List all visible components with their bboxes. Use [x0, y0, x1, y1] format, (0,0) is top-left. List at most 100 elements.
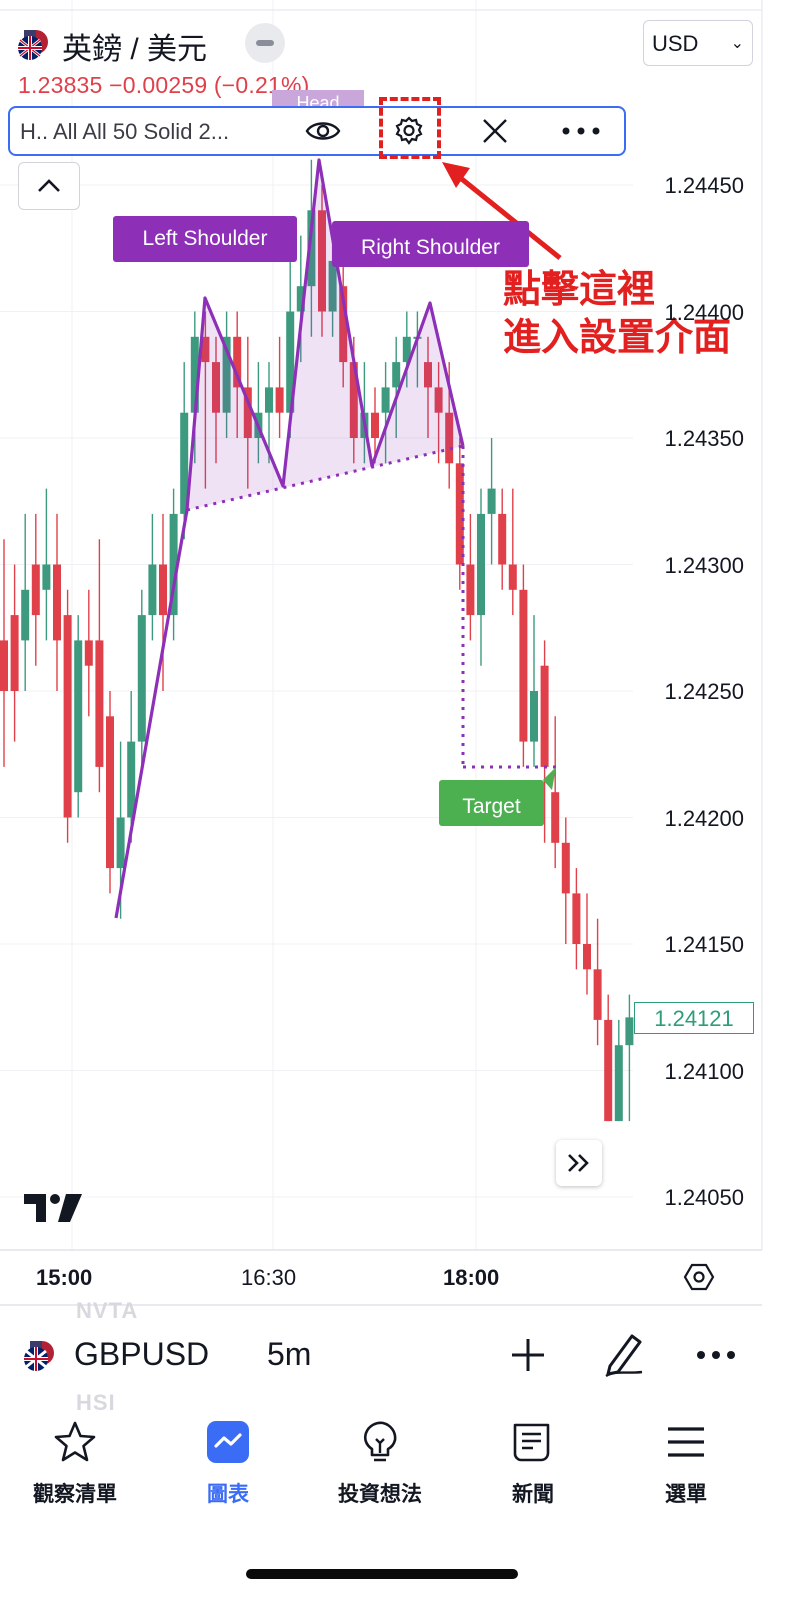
left-shoulder-label[interactable]: Left Shoulder [113, 216, 297, 262]
candle-body [53, 564, 61, 641]
candle-body [159, 564, 167, 616]
candle-body [455, 463, 464, 565]
add-button[interactable] [510, 1337, 546, 1378]
price-axis-label: 1.24250 [664, 679, 744, 704]
candle-body [95, 640, 104, 767]
candle-body [466, 564, 475, 616]
price-axis-label: 1.24150 [664, 932, 744, 957]
nav-menu[interactable]: 選單 [626, 1415, 746, 1515]
candle-body [212, 362, 220, 413]
chart-axes [0, 0, 763, 1306]
interval-button[interactable]: 5m [267, 1336, 312, 1372]
gear-icon [395, 116, 423, 145]
pair-title[interactable]: 英鎊 / 美元 [62, 33, 208, 66]
head-and-shoulders-pattern[interactable] [114, 158, 556, 919]
candle-body [604, 1019, 613, 1122]
settings-button[interactable] [379, 108, 439, 154]
gb-us-flag-icon [24, 1341, 54, 1371]
pen-icon [605, 1334, 643, 1378]
time-axis-label: 18:00 [443, 1265, 500, 1290]
drawing-tool-name[interactable]: H.. All All 50 Solid 2... [20, 119, 230, 144]
candle-body [84, 640, 93, 666]
scroll-to-realtime-button[interactable] [556, 1140, 602, 1186]
drawing-tools-button[interactable] [602, 1330, 644, 1383]
candle-body [127, 741, 136, 818]
last-price: 1.23835 [18, 72, 103, 98]
chart-settings-button[interactable] [683, 1261, 715, 1298]
lightbulb-icon [363, 1421, 397, 1462]
pattern-line [114, 158, 465, 919]
candle-body [0, 640, 8, 691]
more-options-button[interactable] [696, 1348, 736, 1366]
minimize-button[interactable] [245, 23, 285, 63]
candle-body [286, 311, 295, 413]
candle-body [487, 488, 496, 514]
more-dots-icon [562, 127, 600, 135]
candle-body [169, 513, 178, 616]
remove-drawing-button[interactable] [465, 108, 525, 154]
star-icon [54, 1421, 96, 1462]
candle-body [402, 336, 411, 363]
nav-watchlist[interactable]: 觀察清單 [15, 1415, 135, 1515]
more-dots-icon [697, 1351, 735, 1359]
candle-body [551, 792, 560, 843]
collapse-legend-button[interactable] [18, 162, 80, 210]
candle-body [498, 513, 507, 565]
price-axis-label: 1.24350 [664, 426, 744, 451]
candle-body [180, 412, 189, 514]
pattern-fill [187, 160, 463, 510]
candle-body [42, 564, 51, 590]
symbol-button[interactable]: GBPUSD [74, 1336, 210, 1372]
price-axis-label: 1.24100 [664, 1059, 744, 1084]
candle-body [540, 665, 549, 767]
price-axis-label: 1.24450 [664, 173, 744, 198]
price-axis-label: 1.24400 [664, 300, 744, 325]
candle-body [508, 564, 517, 590]
candle-body [243, 387, 252, 438]
ghost-watchlist-item: NVTA [76, 1298, 139, 1323]
hexagon-settings-icon [683, 1263, 715, 1291]
candle-body [381, 387, 390, 413]
target-label[interactable]: Target [439, 780, 544, 826]
candle-body [318, 210, 326, 312]
menu-icon [668, 1427, 704, 1457]
drawing-toolbar: H.. All All 50 Solid 2... [8, 106, 626, 156]
chart-icon [207, 1421, 249, 1463]
nav-news[interactable]: 新聞 [473, 1415, 593, 1515]
candle-body [349, 362, 358, 438]
candle-body [148, 564, 157, 616]
candle-body [233, 336, 242, 388]
visibility-button[interactable] [293, 108, 353, 154]
candle-body [339, 286, 348, 363]
candlesticks [0, 159, 634, 1122]
nav-ideas[interactable]: 投資想法 [320, 1415, 440, 1515]
candle-body [477, 513, 485, 616]
arrow-shaft [456, 174, 562, 260]
annotation-line-1: 點擊這裡 [503, 269, 656, 311]
close-icon [483, 119, 507, 143]
home-indicator [246, 1569, 518, 1579]
candle-body [583, 944, 591, 970]
right-shoulder-label[interactable]: Right Shoulder [332, 221, 529, 267]
candle-body [328, 260, 337, 312]
double-chevron-right-icon [568, 1154, 589, 1172]
nav-label: 觀察清單 [33, 1483, 117, 1506]
nav-chart[interactable]: 圖表 [168, 1415, 288, 1515]
chart-grid [0, 0, 633, 1250]
candle-body [265, 387, 273, 413]
candle-body [275, 387, 284, 413]
chevron-down-icon: ⌄ [730, 35, 744, 52]
candle-body [625, 1017, 634, 1046]
price-axis-label: 1.24050 [664, 1185, 744, 1210]
time-axis-label: 16:30 [241, 1265, 297, 1290]
candle-body [116, 817, 125, 869]
nav-label: 圖表 [207, 1483, 249, 1506]
time-axis-label: 15:00 [36, 1265, 93, 1290]
ghost-watchlist-item: HSI [76, 1390, 116, 1415]
candle-body [593, 969, 602, 1020]
nav-label: 投資想法 [338, 1483, 422, 1506]
candle-body [31, 564, 40, 616]
more-options-button[interactable] [551, 108, 611, 154]
currency-select[interactable]: USD ⌄ [643, 20, 753, 66]
